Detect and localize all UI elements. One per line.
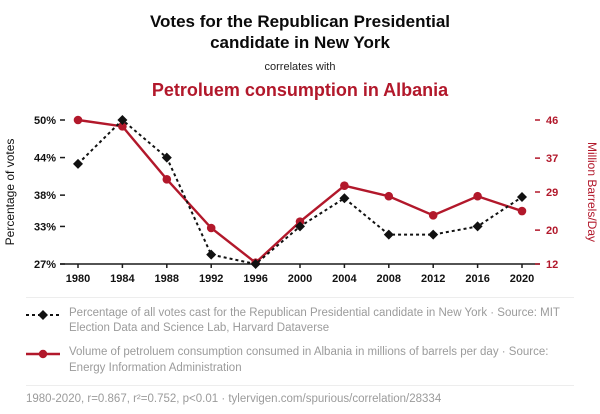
svg-text:27%: 27% bbox=[34, 259, 56, 271]
svg-text:33%: 33% bbox=[34, 221, 56, 233]
svg-text:20: 20 bbox=[546, 225, 558, 237]
svg-text:44%: 44% bbox=[34, 152, 56, 164]
page-title: Votes for the Republican Presidential ca… bbox=[0, 11, 600, 54]
svg-text:1980: 1980 bbox=[66, 273, 90, 285]
red-solid-line-circle-icon bbox=[26, 350, 60, 359]
svg-text:37: 37 bbox=[546, 153, 558, 165]
svg-text:1988: 1988 bbox=[155, 273, 179, 285]
correlates-with-label: correlates with bbox=[264, 60, 336, 73]
svg-text:1992: 1992 bbox=[199, 273, 223, 285]
legend-label-petroleum: Volume of petroluem consumption consumed… bbox=[69, 346, 549, 375]
title-line-1: Votes for the Republican Presidential bbox=[149, 12, 451, 31]
title-line-2: candidate in New York bbox=[210, 33, 390, 53]
svg-text:2020: 2020 bbox=[510, 273, 534, 285]
svg-text:1996: 1996 bbox=[243, 273, 267, 285]
svg-text:2012: 2012 bbox=[421, 273, 445, 285]
legend-item-votes: Percentage of all votes cast for the Rep… bbox=[26, 306, 574, 338]
svg-text:2000: 2000 bbox=[288, 273, 312, 285]
svg-text:Percentage of votes: Percentage of votes bbox=[3, 138, 17, 245]
svg-text:2016: 2016 bbox=[465, 273, 489, 285]
svg-text:38%: 38% bbox=[34, 190, 56, 202]
spurious-correlation-page: Votes for the Republican Presidential ca… bbox=[0, 0, 600, 405]
legend-item-petroleum: Volume of petroluem consumption consumed… bbox=[26, 345, 574, 377]
svg-text:2004: 2004 bbox=[332, 273, 357, 285]
secondary-title: Petroluem consumption in Albania bbox=[151, 79, 449, 100]
svg-text:46: 46 bbox=[546, 115, 558, 127]
chart-legend: Percentage of all votes cast for the Rep… bbox=[26, 296, 574, 377]
svg-text:Million Barrels/Day: Million Barrels/Day bbox=[585, 141, 599, 241]
svg-text:1984: 1984 bbox=[110, 273, 135, 285]
svg-text:12: 12 bbox=[546, 259, 558, 271]
chart-header: Votes for the Republican Presidential ca… bbox=[0, 0, 600, 101]
legend-label-votes: Percentage of all votes cast for the Rep… bbox=[69, 306, 560, 335]
line-chart: 1980 1984 1988 1992 1996 2000 2004 2008 2012 2016… bbox=[3, 114, 599, 285]
black-dotted-line-diamond-icon bbox=[26, 309, 60, 320]
stats-footer: 1980-2020, r=0.867, r²=0.752, p<0.01 · t… bbox=[26, 384, 574, 405]
svg-text:29: 29 bbox=[546, 187, 558, 199]
svg-text:50%: 50% bbox=[34, 115, 56, 127]
svg-text:2008: 2008 bbox=[377, 273, 401, 285]
